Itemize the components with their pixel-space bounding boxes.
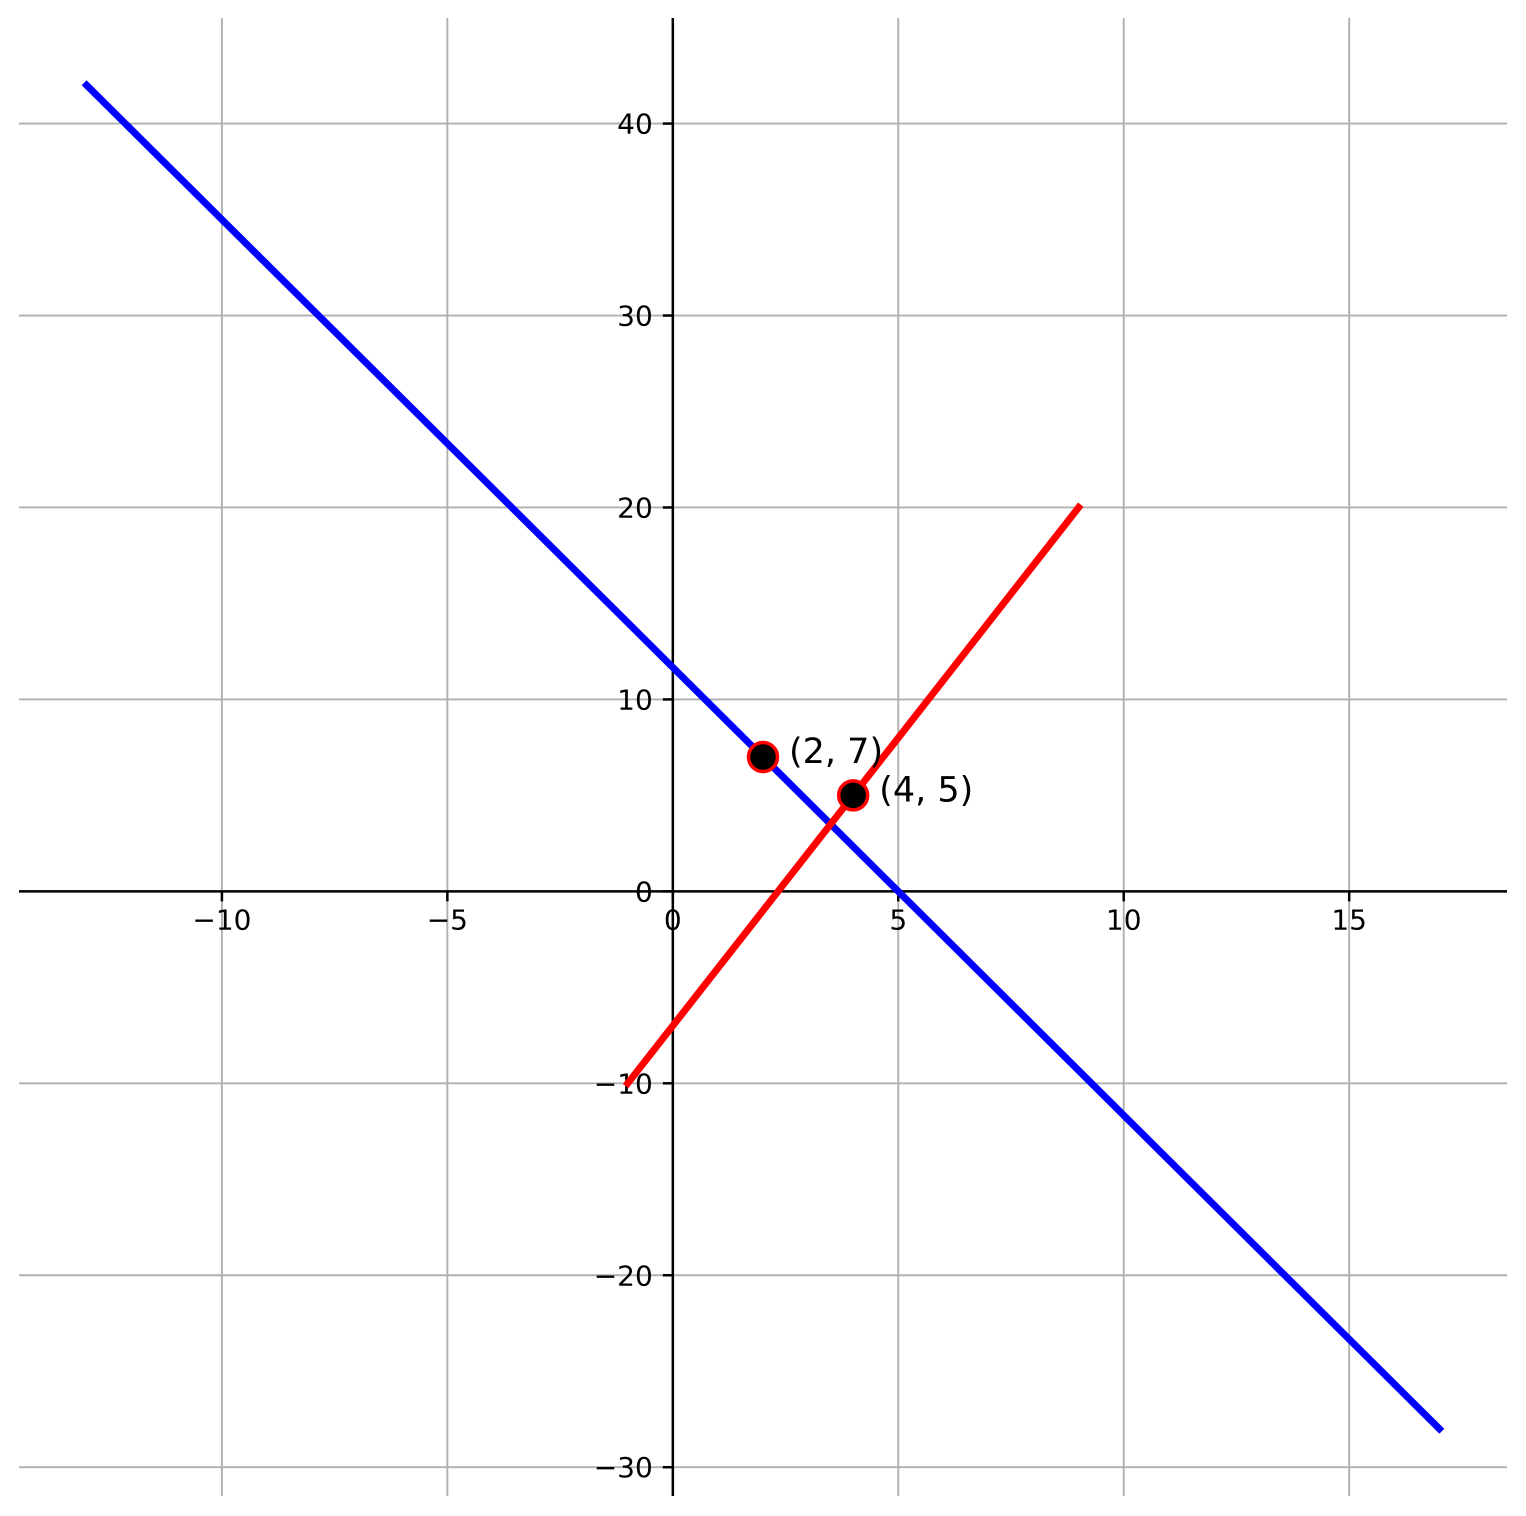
y-tick-label: 10 [617, 683, 653, 716]
x-tick-label: 0 [664, 903, 682, 936]
y-tick-label: −30 [594, 1451, 653, 1484]
x-tick-label: 15 [1331, 903, 1367, 936]
y-tick-label: 0 [635, 875, 653, 908]
marked-points: (2, 7)(4, 5) [746, 732, 973, 812]
tick-marks [220, 122, 1351, 1469]
y-tick-label: 30 [617, 300, 653, 333]
x-tick-label: 10 [1106, 903, 1142, 936]
point-label: (4, 5) [879, 770, 973, 810]
y-tick-label: 20 [617, 491, 653, 524]
x-tick-label: 5 [889, 903, 907, 936]
point-marker [746, 740, 780, 774]
y-tick-label: −20 [594, 1259, 653, 1292]
x-tick-label: −5 [427, 903, 468, 936]
axes-spines [19, 18, 1507, 1496]
point-marker [836, 779, 870, 812]
y-tick-label: 40 [617, 108, 653, 141]
point-label: (2, 7) [789, 732, 883, 772]
x-tick-label: −10 [192, 903, 251, 936]
